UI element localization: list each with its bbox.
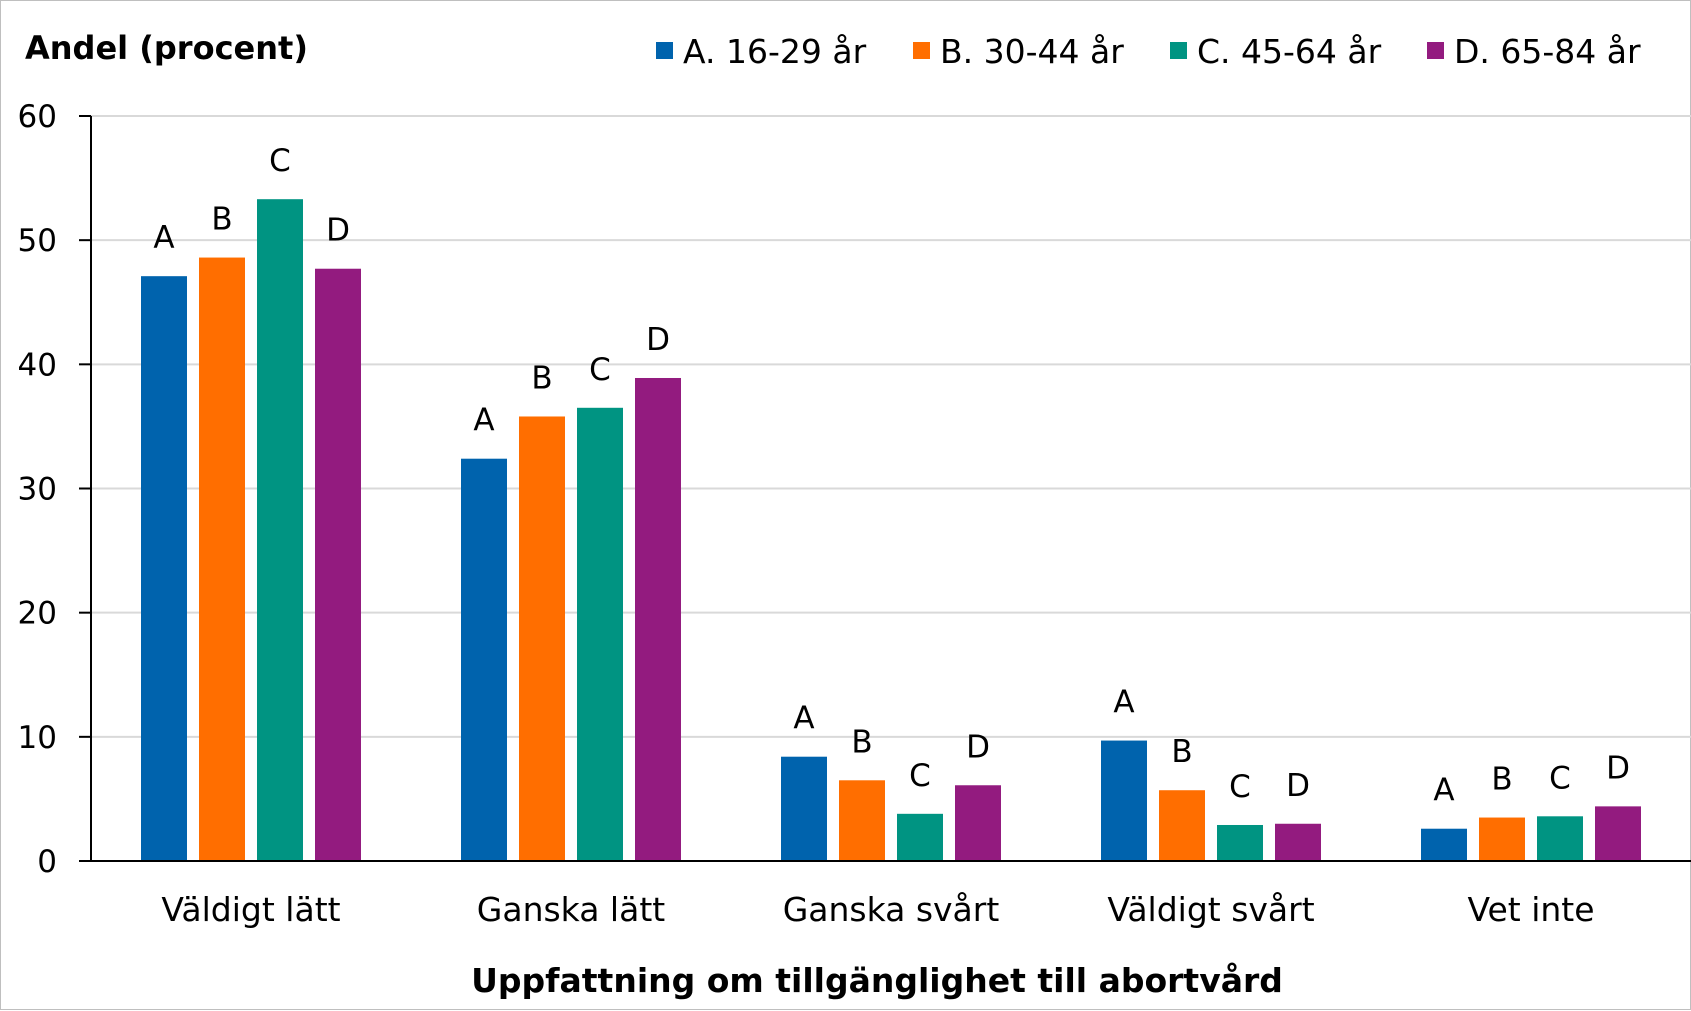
legend: A. 16-29 år B. 30-44 år C. 45-64 år D. 65-8… [656,32,1641,71]
bar-data-label: A [153,220,174,256]
bar-data-label: D [326,213,350,249]
y-tick-label: 20 [18,596,57,632]
bar-data-label: A [793,701,814,737]
x-category-label: Väldigt svårt [1107,890,1314,929]
bar-data-label: C [269,143,291,179]
legend-swatch [1170,42,1187,59]
legend-swatch [656,42,673,59]
bar [199,257,245,861]
bar [839,780,885,861]
legend-label: A. 16-29 år [683,32,867,71]
bar [141,276,187,861]
bar-data-label: B [1491,762,1512,798]
bar [577,407,623,861]
bar-data-label: D [1606,750,1630,786]
y-tick-label: 0 [37,844,57,880]
bar [519,416,565,861]
bar [1217,824,1263,861]
bars [141,199,1641,862]
legend-swatch [1427,42,1444,59]
bar-data-label: C [909,758,931,794]
legend-label: B. 30-44 år [940,32,1124,71]
bar-data-label: D [646,322,670,358]
y-tick-label: 40 [18,347,57,383]
bar [635,377,681,861]
x-category-label: Vet inte [1467,890,1594,929]
bar [257,199,303,862]
bar [315,268,361,862]
bar-data-label: C [589,352,611,388]
bar-data-label: C [1549,760,1571,796]
bar [1595,806,1641,861]
axes [90,116,1691,862]
x-category-label: Väldigt lätt [161,890,340,929]
legend-swatch [913,42,930,59]
bar [1421,828,1467,861]
bar-data-label: D [1286,768,1310,804]
legend-label: C. 45-64 år [1197,32,1382,71]
bar [1275,823,1321,861]
bar-data-label: A [473,403,494,439]
bar [461,458,507,861]
bar-data-label: B [211,202,232,238]
bar [1101,740,1147,861]
bar-data-label: B [1171,734,1192,770]
y-tick-label: 60 [18,99,57,135]
x-category-label: Ganska svårt [783,890,1000,929]
x-category-label: Ganska lätt [477,890,665,929]
category-labels: Väldigt lätt Ganska lätt Ganska svårt Väldi… [161,890,1594,929]
y-axis-ticks: 0 10 20 30 40 50 60 [18,99,91,880]
bar-data-label: B [851,724,872,760]
bar [1479,817,1525,861]
bar-data-label: D [966,729,990,765]
bar-data-label: B [531,360,552,396]
bar [1537,816,1583,861]
bar [781,756,827,861]
y-tick-label: 50 [18,223,57,259]
bar-data-label: C [1229,769,1251,805]
legend-label: D. 65-84 år [1454,32,1641,71]
bar-data-label: A [1433,773,1454,809]
y-tick-label: 30 [18,472,57,508]
y-axis-label: Andel (procent) [25,29,308,67]
x-axis-label: Uppfattning om tillgänglighet till abort… [471,961,1283,1000]
bar [897,813,943,861]
bar-data-label: A [1113,685,1134,721]
y-tick-label: 10 [18,720,57,756]
bar [1159,790,1205,861]
bar [955,785,1001,861]
